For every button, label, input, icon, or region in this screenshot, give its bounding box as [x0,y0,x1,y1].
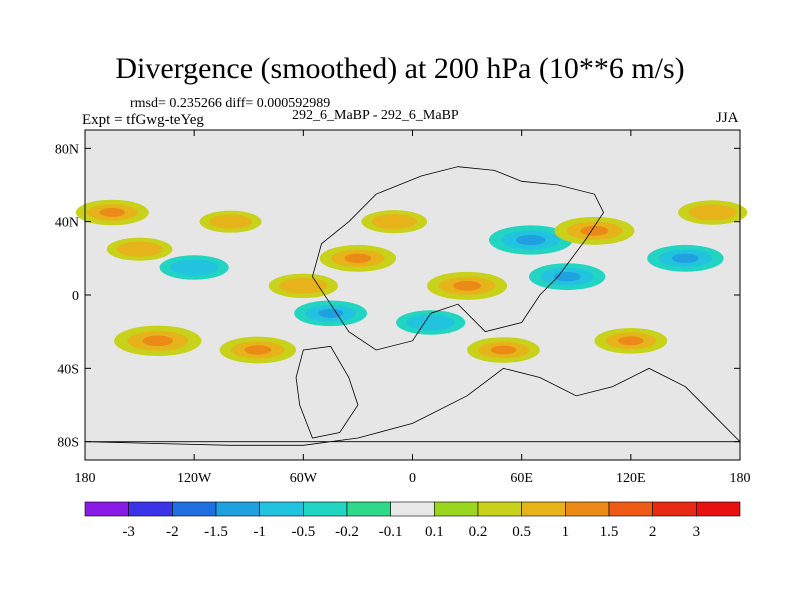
colorbar-label: 0.2 [469,524,488,540]
continent-outline-1 [295,345,359,439]
field-feature-15-core [580,225,609,236]
field-feature-9-mid [371,214,418,230]
stats-text: rmsd= 0.235266 diff= 0.000592989 [130,96,331,111]
field-feature-0-core [99,208,126,217]
colorbar-box-2 [172,501,217,517]
colorbar-label: -1.5 [204,524,228,540]
colorbar-box-7 [390,501,435,517]
field-feature-8-core [344,253,372,264]
field-feature-12-core [490,345,517,355]
field-feature-17-core [672,253,699,264]
x-tick-label: 60E [510,471,533,486]
continent-outline-0 [311,166,605,351]
field-feature-1-mid [116,241,163,257]
colorbar-box-8 [434,501,479,517]
map-background [85,130,740,460]
y-tick-label: 0 [72,289,79,304]
colorbar-box-14 [696,501,741,517]
colorbar-label: -1 [253,524,266,540]
season-label: JJA [716,110,739,126]
colorbar-label: -0.1 [379,524,403,540]
chart-title: Divergence (smoothed) at 200 hPa (10**6 … [115,52,685,85]
y-tick-label: 40S [57,362,79,377]
colorbar-label: 2 [649,524,657,540]
y-tick-label: 80S [57,436,79,451]
field-feature-18-mid [688,204,737,221]
colorbar-label: 3 [693,524,701,540]
colorbar-label: -0.2 [335,524,359,540]
colorbar-box-12 [608,501,653,517]
colorbar-label: 1.5 [600,524,619,540]
colorbar-box-0 [84,501,129,517]
field-feature-13-core [516,234,546,246]
y-tick-label: 80N [55,142,79,157]
colorbar-box-5 [303,501,348,517]
colorbar-label: 1 [562,524,570,540]
colorbar-box-11 [565,501,610,517]
x-tick-label: 120W [177,471,212,486]
colorbar-box-6 [346,501,391,517]
field-feature-14-core [553,271,581,282]
x-tick-label: 180 [75,471,96,486]
field-feature-10-mid [406,314,455,331]
colorbar-box-3 [215,501,260,517]
experiment-text: Expt = tfGwg-teYeg [82,112,204,128]
map-area [75,130,748,460]
y-tick-label: 40N [55,216,79,231]
axes: 180 120W 60W 0 60E 120E 180 80N 40N 0 40S 80S [55,130,751,486]
x-tick-label: 120E [616,471,646,486]
x-tick-label: 0 [409,471,416,486]
case-text: 292_6_MaBP - 292_6_MaBP [292,108,459,123]
field-feature-16-core [618,336,644,346]
colorbar-box-9 [477,501,522,517]
colorbar-box-10 [521,501,566,517]
colorbar: -3 -2 -1.5 -1 -0.5 -0.2 -0.1 0.1 0.2 0.5 1 1.5 2 3 [84,501,741,540]
colorbar-box-4 [259,501,304,517]
x-tick-label: 180 [730,471,751,486]
colorbar-label: 0.5 [512,524,531,540]
colorbar-label: -2 [166,524,179,540]
colorbar-label: -3 [122,524,135,540]
colorbar-label: 0.1 [425,524,444,540]
field-feature-4-mid [208,214,253,229]
field-feature-2-core [142,335,174,347]
field-feature-11-core [453,280,482,291]
colorbar-box-1 [128,501,173,517]
field-feature-7-core [317,308,344,318]
x-tick-label: 60W [290,471,318,486]
field-feature-3-mid [169,259,219,276]
colorbar-label: -0.5 [291,524,315,540]
field-feature-5-core [244,345,272,355]
colorbar-box-13 [652,501,697,517]
field-feature-6-mid [279,277,328,294]
